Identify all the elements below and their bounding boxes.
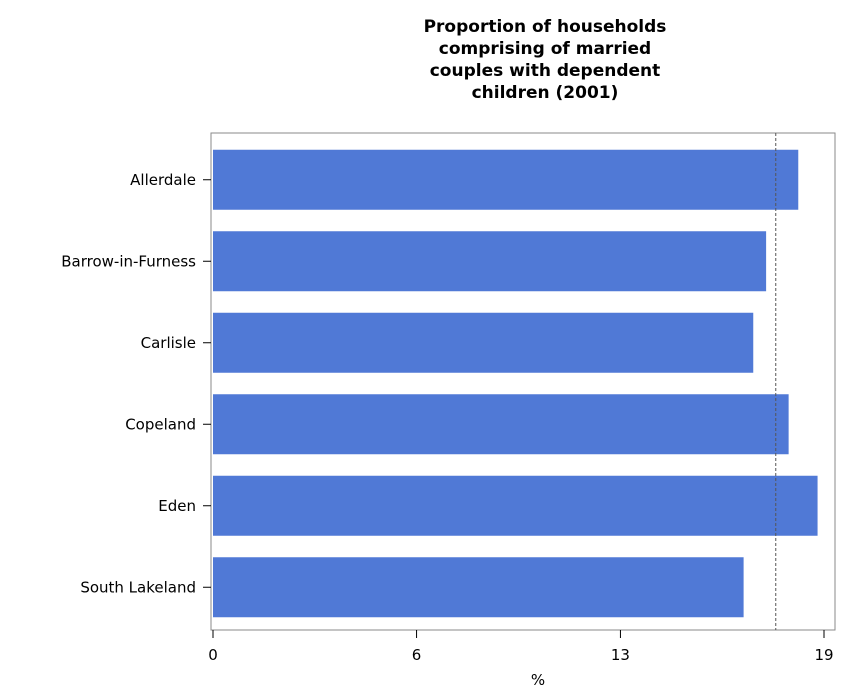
x-tick-label: 19 [814,646,833,664]
x-tick-label: 6 [412,646,422,664]
chart-title-line-2: comprising of married [438,39,652,59]
chart-title-line-3: couples with dependent [429,61,661,81]
category-label: Eden [158,497,196,515]
chart-title-line-1: Proportion of households [423,17,667,37]
bar-copeland [213,394,789,455]
category-label: Barrow-in-Furness [61,252,196,270]
category-label: Carlisle [141,334,196,352]
category-labels: Allerdale Barrow-in-Furness Carlisle Copela… [61,171,211,596]
x-axis-title: % [531,671,545,688]
bar-south-lakeland [213,557,744,618]
chart-title-line-4: children (2001) [471,83,619,103]
bars-group [213,133,818,630]
bar-carlisle [213,312,754,373]
bar-barrow-in-furness [213,231,767,292]
plot-frame [210,132,836,631]
bar-allerdale [213,149,799,210]
x-tick-label: 0 [208,646,218,664]
x-axis-ticks: 0 6 13 19 [208,630,834,664]
chart-title: Proportion of households comprising of m… [380,16,710,104]
bar-eden [213,475,818,536]
x-tick-label: 13 [611,646,630,664]
category-label: Allerdale [130,171,196,189]
category-label: Copeland [125,415,196,433]
category-label: South Lakeland [80,578,196,596]
